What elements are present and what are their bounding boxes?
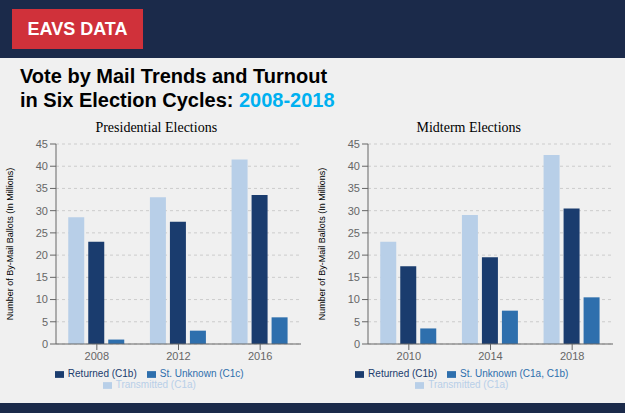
- html-text:Transmitted (C1a): Transmitted (C1a): [428, 379, 509, 390]
- svg-text:40: 40: [36, 160, 48, 172]
- html-text:Returned (C1b): Returned (C1b): [67, 368, 137, 379]
- svg-text:20: 20: [348, 249, 360, 261]
- svg-text:30: 30: [348, 205, 360, 217]
- svg-text:2018: 2018: [560, 350, 584, 362]
- svg-text:2012: 2012: [166, 350, 190, 362]
- html-text:St. Unknown (C1a, C1b): St. Unknown (C1a, C1b): [460, 368, 569, 379]
- svg-text:0: 0: [354, 338, 360, 350]
- html-text:EAVS DATA: EAVS DATA: [27, 18, 128, 39]
- svg-text:40: 40: [348, 160, 360, 172]
- svg-text:25: 25: [36, 227, 48, 239]
- svg-text:2008: 2008: [84, 350, 108, 362]
- svg-text:45: 45: [348, 138, 360, 150]
- svg-text:20: 20: [36, 249, 48, 261]
- svg-text:10: 10: [36, 293, 48, 305]
- svg-text:25: 25: [348, 227, 360, 239]
- html-text:Returned (C1b): Returned (C1b): [368, 368, 437, 379]
- svg-text:2010: 2010: [397, 350, 421, 362]
- svg-text:0: 0: [42, 338, 48, 350]
- svg-text:15: 15: [36, 271, 48, 283]
- svg-text:15: 15: [348, 271, 360, 283]
- svg-text:35: 35: [36, 182, 48, 194]
- svg-text:2016: 2016: [248, 350, 272, 362]
- svg-text:5: 5: [354, 316, 360, 328]
- html-text:Presidential Elections: Presidential Elections: [95, 120, 218, 135]
- html-text:Midterm Elections: Midterm Elections: [416, 120, 521, 135]
- html-text:in Six Election Cycles: 2008-2: in Six Election Cycles: 2008-2018: [20, 89, 335, 111]
- html-text:Vote by Mail Trends and Turnou: Vote by Mail Trends and Turnout: [20, 65, 328, 87]
- html-text:St. Unknown (C1c): St. Unknown (C1c): [159, 368, 244, 379]
- svg-text:45: 45: [36, 138, 48, 150]
- svg-text:Number of By-Mail Ballots (In: Number of By-Mail Ballots (In Millions): [8, 168, 15, 321]
- html-text:Transmitted (C1a): Transmitted (C1a): [115, 379, 196, 390]
- svg-text:30: 30: [36, 205, 48, 217]
- svg-text:35: 35: [348, 182, 360, 194]
- svg-text:5: 5: [42, 316, 48, 328]
- svg-text:10: 10: [348, 293, 360, 305]
- svg-text:Number of By-Mail Ballots (In: Number of By-Mail Ballots (In Millions): [317, 168, 327, 321]
- svg-text:2014: 2014: [479, 350, 503, 362]
